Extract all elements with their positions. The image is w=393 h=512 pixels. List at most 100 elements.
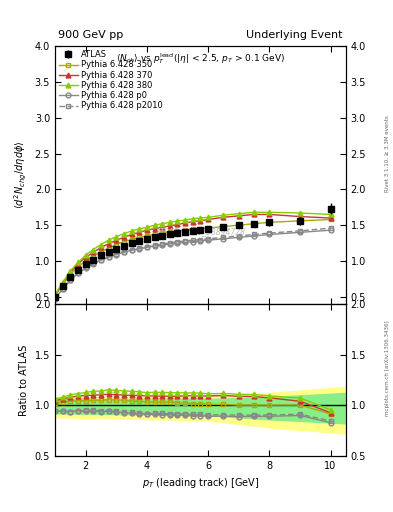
Pythia 6.428 p2010 (221, 234, 226, 241)
Pythia 6.428 350 (68, 271, 73, 278)
Pythia 6.428 380 (328, 211, 333, 218)
Pythia 6.428 350 (121, 239, 126, 245)
Pythia 6.428 380 (183, 217, 187, 223)
Pythia 6.428 p2010 (68, 278, 73, 284)
Pythia 6.428 370 (68, 269, 73, 275)
Pythia 6.428 p2010 (298, 228, 302, 234)
Pythia 6.428 p2010 (236, 233, 241, 239)
Pythia 6.428 380 (60, 280, 65, 286)
Pythia 6.428 p2010 (129, 246, 134, 252)
Pythia 6.428 p0 (160, 242, 165, 248)
Pythia 6.428 380 (145, 224, 149, 230)
Pythia 6.428 p0 (75, 270, 80, 276)
Text: Rivet 3.1.10, ≥ 3.3M events: Rivet 3.1.10, ≥ 3.3M events (385, 115, 390, 192)
Pythia 6.428 p2010 (121, 249, 126, 255)
Pythia 6.428 370 (53, 292, 57, 298)
Pythia 6.428 p2010 (114, 251, 119, 257)
Pythia 6.428 350 (298, 218, 302, 224)
Line: Pythia 6.428 350: Pythia 6.428 350 (53, 217, 333, 298)
Pythia 6.428 350 (175, 228, 180, 234)
Pythia 6.428 p0 (198, 238, 203, 244)
Pythia 6.428 350 (129, 237, 134, 243)
Pythia 6.428 350 (221, 224, 226, 230)
Pythia 6.428 p0 (91, 261, 95, 267)
Pythia 6.428 350 (83, 258, 88, 264)
Pythia 6.428 350 (167, 228, 172, 234)
Pythia 6.428 380 (175, 218, 180, 224)
Pythia 6.428 380 (167, 219, 172, 225)
Pythia 6.428 p0 (68, 278, 73, 284)
Pythia 6.428 370 (252, 211, 256, 218)
Pythia 6.428 p2010 (252, 231, 256, 238)
Pythia 6.428 380 (252, 209, 256, 216)
Pythia 6.428 380 (191, 216, 195, 222)
Pythia 6.428 p0 (221, 236, 226, 242)
Pythia 6.428 p2010 (328, 225, 333, 231)
Pythia 6.428 p2010 (75, 270, 80, 276)
Pythia 6.428 380 (137, 226, 141, 232)
Pythia 6.428 370 (129, 231, 134, 238)
Pythia 6.428 p0 (106, 254, 111, 261)
Pythia 6.428 350 (75, 264, 80, 270)
Pythia 6.428 350 (252, 221, 256, 227)
Pythia 6.428 370 (198, 218, 203, 224)
Pythia 6.428 370 (152, 226, 157, 232)
Pythia 6.428 p0 (236, 234, 241, 241)
Pythia 6.428 p2010 (267, 230, 272, 236)
Pythia 6.428 380 (53, 292, 57, 298)
Pythia 6.428 370 (328, 215, 333, 221)
Pythia 6.428 380 (129, 228, 134, 234)
Pythia 6.428 370 (83, 254, 88, 261)
Pythia 6.428 380 (106, 237, 111, 243)
Pythia 6.428 370 (121, 234, 126, 241)
Pythia 6.428 380 (121, 231, 126, 237)
Legend: ATLAS, Pythia 6.428 350, Pythia 6.428 370, Pythia 6.428 380, Pythia 6.428 p0, Py: ATLAS, Pythia 6.428 350, Pythia 6.428 37… (57, 49, 164, 112)
Pythia 6.428 350 (114, 242, 119, 248)
Y-axis label: Ratio to ATLAS: Ratio to ATLAS (19, 344, 29, 416)
Pythia 6.428 380 (206, 214, 210, 220)
Line: Pythia 6.428 p0: Pythia 6.428 p0 (53, 228, 333, 302)
Pythia 6.428 p0 (114, 251, 119, 258)
Pythia 6.428 370 (145, 227, 149, 233)
Pythia 6.428 p0 (252, 233, 256, 239)
Pythia 6.428 350 (183, 227, 187, 233)
Pythia 6.428 350 (91, 253, 95, 259)
Pythia 6.428 380 (83, 252, 88, 259)
Pythia 6.428 370 (160, 224, 165, 230)
Pythia 6.428 p0 (152, 243, 157, 249)
Pythia 6.428 p2010 (183, 238, 187, 244)
Pythia 6.428 p0 (267, 231, 272, 238)
Pythia 6.428 p2010 (99, 257, 103, 263)
Pythia 6.428 p0 (145, 244, 149, 250)
Pythia 6.428 370 (191, 219, 195, 225)
Pythia 6.428 350 (145, 233, 149, 239)
Pythia 6.428 350 (60, 282, 65, 288)
Pythia 6.428 p0 (206, 237, 210, 243)
Pythia 6.428 p2010 (167, 240, 172, 246)
Pythia 6.428 370 (221, 214, 226, 220)
Pythia 6.428 p2010 (91, 260, 95, 266)
Pythia 6.428 380 (267, 209, 272, 216)
Pythia 6.428 370 (206, 217, 210, 223)
Pythia 6.428 p0 (53, 296, 57, 302)
Text: ATLAS_2010_S8894728: ATLAS_2010_S8894728 (155, 227, 246, 236)
Pythia 6.428 p2010 (175, 239, 180, 245)
Pythia 6.428 350 (152, 231, 157, 238)
Pythia 6.428 p0 (137, 246, 141, 252)
Text: Underlying Event: Underlying Event (246, 30, 343, 39)
Pythia 6.428 370 (60, 280, 65, 286)
Pythia 6.428 370 (114, 237, 119, 243)
Text: 900 GeV pp: 900 GeV pp (58, 30, 123, 39)
X-axis label: $p_T$ (leading track) [GeV]: $p_T$ (leading track) [GeV] (142, 476, 259, 490)
Pythia 6.428 370 (106, 241, 111, 247)
Pythia 6.428 380 (114, 233, 119, 240)
Pythia 6.428 380 (99, 242, 103, 248)
Pythia 6.428 370 (183, 220, 187, 226)
Pythia 6.428 380 (75, 260, 80, 266)
Pythia 6.428 p2010 (152, 242, 157, 248)
Pythia 6.428 350 (99, 249, 103, 255)
Pythia 6.428 350 (198, 226, 203, 232)
Pythia 6.428 p0 (298, 229, 302, 236)
Pythia 6.428 p2010 (191, 237, 195, 243)
Pythia 6.428 380 (298, 210, 302, 216)
